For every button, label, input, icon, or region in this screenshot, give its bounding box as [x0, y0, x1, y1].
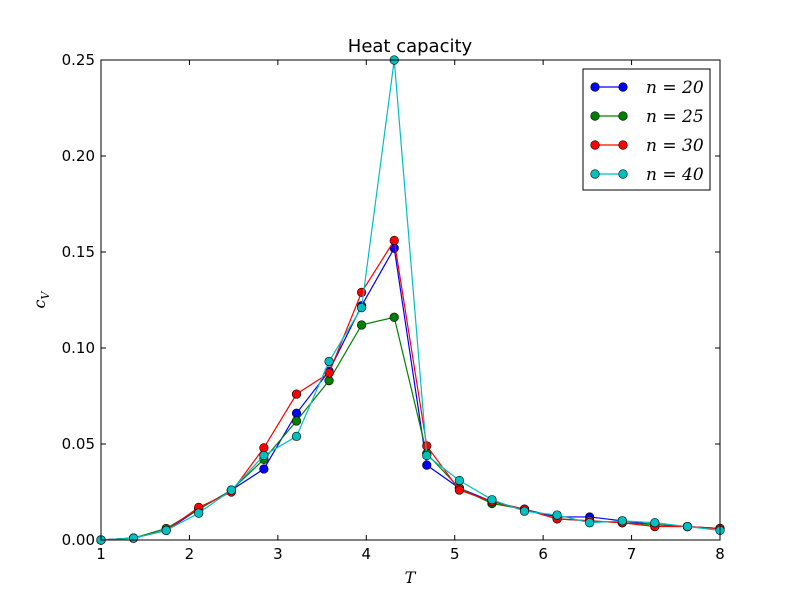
- legend-marker: [618, 169, 628, 179]
- data-point: [259, 464, 269, 474]
- data-point: [552, 510, 562, 520]
- data-point: [356, 303, 367, 313]
- data-point: [682, 521, 693, 532]
- y-tick-label: 0.25: [62, 51, 95, 69]
- x-tick-label: 2: [185, 545, 195, 563]
- y-tick-label: 0.20: [62, 147, 95, 165]
- data-point: [454, 475, 465, 486]
- y-axis-label: cV: [30, 290, 52, 308]
- y-tick-label: 0.10: [62, 339, 95, 357]
- ticks-layer: 1 2 3 4 5 6 7 8 0.00 0.05 0.10 0.15 0.20 0.25: [62, 51, 725, 563]
- legend-marker: [590, 169, 600, 179]
- data-point: [422, 450, 432, 461]
- legend-label: n = 30: [646, 136, 704, 156]
- legend-marker: [618, 82, 628, 92]
- data-point: [650, 518, 660, 528]
- chart-title: Heat capacity: [348, 36, 473, 57]
- data-point: [226, 485, 236, 495]
- data-point: [487, 495, 497, 505]
- plot-frame: [100, 59, 721, 541]
- x-tick-label: 6: [538, 545, 548, 563]
- data-point: [356, 320, 367, 330]
- data-point: [291, 431, 302, 441]
- legend-label: n = 20: [646, 78, 704, 98]
- data-point: [389, 312, 399, 322]
- x-axis-label: T: [405, 568, 417, 587]
- data-point: [291, 389, 302, 399]
- legend-entry: n = 30: [590, 136, 704, 156]
- x-tick-label: 8: [715, 545, 725, 563]
- data-point: [259, 443, 269, 453]
- data-point: [519, 506, 530, 516]
- data-point: [454, 485, 465, 495]
- legend-entry: n = 40: [590, 165, 704, 185]
- data-point: [324, 368, 334, 378]
- data-point: [161, 525, 171, 536]
- x-tick-label: 4: [362, 545, 372, 563]
- y-axis-label-group: cV: [30, 290, 52, 308]
- data-point: [259, 450, 269, 461]
- y-tick-label: 0.05: [62, 435, 95, 453]
- legend-entry: n = 25: [590, 107, 704, 127]
- series-4: [96, 55, 725, 545]
- series-layer: [96, 55, 725, 545]
- data-point: [291, 416, 302, 426]
- data-point: [324, 356, 334, 367]
- legend-marker: [590, 140, 600, 150]
- legend: n = 20 n = 25 n = 30 n = 40: [582, 68, 711, 191]
- data-point: [422, 460, 432, 470]
- data-point: [194, 508, 204, 518]
- x-tick-label: 1: [96, 545, 106, 563]
- data-point: [128, 533, 139, 543]
- data-point: [389, 235, 399, 246]
- legend-label: n = 25: [646, 107, 704, 127]
- legend-box: [582, 68, 711, 191]
- data-point: [585, 518, 595, 528]
- legend-marker: [590, 111, 600, 121]
- series-line: [100, 238, 721, 541]
- legend-marker: [618, 140, 628, 150]
- legend-marker: [590, 82, 600, 92]
- legend-marker: [618, 111, 628, 121]
- x-tick-label: 7: [627, 545, 637, 563]
- legend-entry: n = 20: [590, 78, 704, 98]
- data-point: [617, 516, 627, 526]
- y-tick-label: 0.15: [62, 243, 95, 261]
- series-line: [100, 59, 721, 541]
- x-tick-label: 5: [450, 545, 460, 563]
- data-point: [324, 376, 334, 386]
- y-tick-label: 0.00: [62, 531, 95, 549]
- legend-label: n = 40: [646, 165, 704, 185]
- x-tick-label: 3: [273, 545, 283, 563]
